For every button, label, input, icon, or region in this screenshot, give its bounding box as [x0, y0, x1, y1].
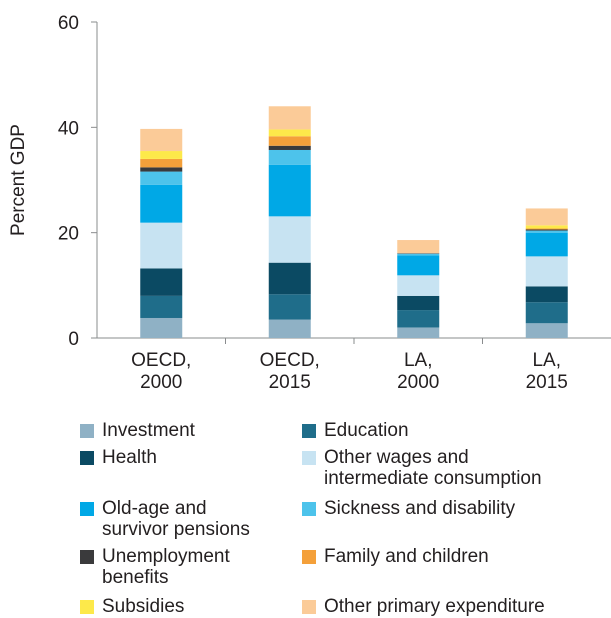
- legend-item: Education: [302, 420, 602, 441]
- legend-item: Sickness and disability: [302, 498, 602, 519]
- legend-item: Other primary expenditure: [302, 596, 602, 617]
- y-tick-label: 60: [58, 13, 79, 34]
- legend-swatch: [80, 600, 94, 614]
- legend-swatch: [302, 451, 316, 465]
- bar-segment: [397, 327, 440, 338]
- legend-swatch: [302, 424, 316, 438]
- bar-segment: [140, 268, 183, 296]
- y-axis-title: Percent GDP: [8, 124, 29, 236]
- y-tick-label: 40: [58, 118, 79, 139]
- bar-segment: [140, 184, 183, 223]
- legend-item: Other wages and intermediate consumption: [302, 447, 602, 489]
- bar-segment: [525, 256, 568, 287]
- bar-segment: [397, 253, 440, 256]
- bar-segment: [140, 171, 183, 185]
- bar-segment: [140, 167, 183, 172]
- legend-label: Unemployment benefits: [102, 546, 230, 588]
- bar-segment: [268, 106, 311, 130]
- bar-segment: [397, 275, 440, 296]
- bar-segment: [525, 225, 568, 229]
- bar-segment: [525, 208, 568, 226]
- legend-item: Subsidies: [80, 596, 380, 617]
- x-category-label: LA, 2015: [526, 350, 568, 393]
- bar-segment: [140, 128, 183, 152]
- legend-label: Family and children: [324, 546, 489, 567]
- bar-segment: [525, 302, 568, 324]
- chart-labels: 0 20 40 60 Percent GDP OECD, 2000 OECD, 2015 LA, 2…: [8, 13, 568, 393]
- bar-segment: [525, 286, 568, 303]
- legend-item: Investment: [80, 420, 380, 441]
- legend-item: Unemployment benefits: [80, 546, 380, 588]
- legend-swatch: [302, 600, 316, 614]
- x-category-label: OECD, 2015: [260, 350, 320, 393]
- bar-segment: [268, 294, 311, 320]
- chart-bars: [140, 106, 568, 338]
- bar-segment: [525, 323, 568, 338]
- bar-segment: [268, 164, 311, 217]
- bar-segment: [525, 230, 568, 233]
- bar-segment: [140, 317, 183, 338]
- legend-swatch: [80, 550, 94, 564]
- bar-segment: [525, 228, 568, 230]
- bar-segment: [525, 229, 568, 231]
- bar-segment: [397, 310, 440, 328]
- legend-swatch: [80, 502, 94, 516]
- bar-segment: [140, 151, 183, 159]
- legend-label: Subsidies: [102, 596, 185, 617]
- y-tick-label: 20: [58, 224, 79, 245]
- legend-label: Investment: [102, 420, 195, 441]
- bar-segment: [397, 240, 440, 254]
- legend-label: Sickness and disability: [324, 498, 516, 519]
- bar-segment: [268, 136, 311, 146]
- bar-segment: [397, 255, 440, 276]
- bar-segment: [525, 232, 568, 257]
- bar-segment: [268, 262, 311, 295]
- x-category-label: LA, 2000: [397, 350, 439, 393]
- legend-item: Old-age and survivor pensions: [80, 498, 380, 540]
- bar-segment: [140, 158, 183, 168]
- x-category-label: OECD, 2000: [131, 350, 191, 393]
- legend-label: Other wages and intermediate consumption: [324, 447, 542, 489]
- bar-segment: [140, 222, 183, 269]
- bar-segment: [397, 253, 440, 254]
- bar-segment: [140, 295, 183, 318]
- legend-swatch: [302, 502, 316, 516]
- legend-label: Other primary expenditure: [324, 596, 545, 617]
- bar-segment: [268, 129, 311, 137]
- y-tick-label: 0: [68, 329, 79, 350]
- legend-swatch: [80, 424, 94, 438]
- legend-label: Health: [102, 447, 157, 468]
- bar-segment: [268, 319, 311, 338]
- bar-segment: [268, 145, 311, 150]
- legend-item: Family and children: [302, 546, 602, 567]
- bar-segment: [268, 149, 311, 165]
- legend-item: Health: [80, 447, 380, 468]
- legend-swatch: [80, 451, 94, 465]
- bar-segment: [268, 216, 311, 263]
- legend-label: Education: [324, 420, 409, 441]
- legend-swatch: [302, 550, 316, 564]
- legend-label: Old-age and survivor pensions: [102, 498, 250, 540]
- bar-segment: [397, 295, 440, 311]
- stacked-bar-chart: 0 20 40 60 Percent GDP OECD, 2000 OECD, 2015 LA, 2…: [8, 13, 611, 393]
- chart-axes: [91, 21, 611, 344]
